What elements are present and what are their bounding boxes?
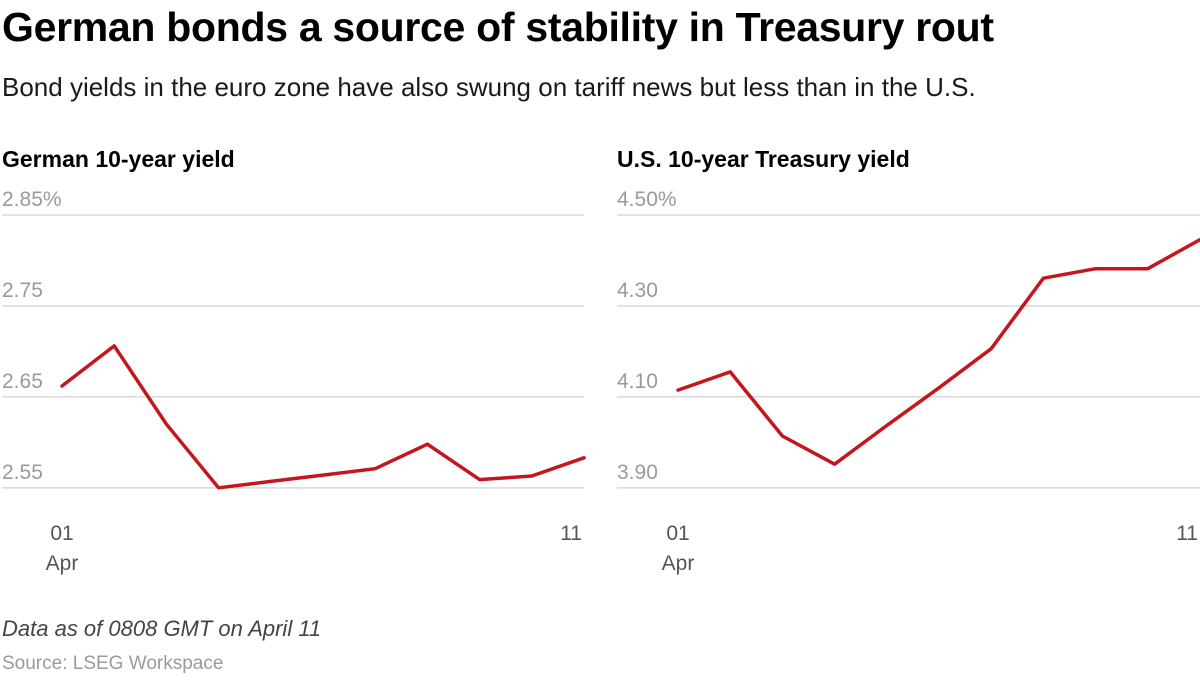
data-note: Data as of 0808 GMT on April 11 [2, 616, 322, 641]
x-tick-label: 01 [50, 522, 73, 545]
charts-canvas: German 10-year yield 2.85% 2.75 2.65 2.55 01 A… [2, 146, 1200, 575]
y-tick-label: 4.30 [617, 279, 658, 302]
series-line [676, 237, 1200, 466]
y-tick-label: 4.50% [617, 188, 677, 211]
x-tick-label: 01 [666, 522, 689, 545]
series-line [60, 344, 586, 490]
y-tick-label: 2.75 [2, 279, 43, 302]
chart-title: German bonds a source of stability in Tr… [2, 4, 994, 50]
x-tick-label: 11 [560, 522, 582, 545]
panel-us-treasury-yield: U.S. 10-year Treasury yield 4.50% 4.30 4.10… [617, 146, 1200, 575]
x-tick-sublabel: Apr [46, 552, 79, 575]
x-tick-sublabel: Apr [662, 552, 695, 575]
x-tick-label: 11 [1176, 522, 1198, 545]
chart-subtitle: Bond yields in the euro zone have also s… [2, 72, 976, 102]
panel-title: German 10-year yield [2, 146, 235, 172]
panel-german-yield: German 10-year yield 2.85% 2.75 2.65 2.55 01 A… [2, 146, 586, 575]
source-credit: Source: LSEG Workspace [2, 653, 224, 674]
y-tick-label: 3.90 [617, 461, 658, 484]
y-tick-label: 2.65 [2, 370, 43, 393]
y-tick-label: 2.55 [2, 461, 43, 484]
y-tick-label: 2.85% [2, 188, 62, 211]
y-tick-label: 4.10 [617, 370, 658, 393]
panel-title: U.S. 10-year Treasury yield [617, 146, 910, 172]
